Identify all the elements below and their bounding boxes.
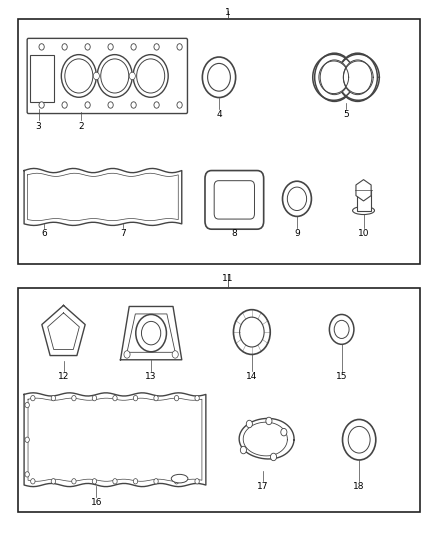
- Circle shape: [240, 446, 247, 454]
- Bar: [18, 288, 420, 512]
- Circle shape: [113, 479, 117, 484]
- Circle shape: [195, 395, 199, 401]
- Circle shape: [72, 479, 76, 484]
- Circle shape: [25, 472, 29, 477]
- Circle shape: [202, 57, 236, 98]
- Text: 11: 11: [222, 274, 233, 283]
- Circle shape: [65, 59, 93, 93]
- Text: 7: 7: [120, 229, 126, 238]
- Circle shape: [343, 60, 372, 95]
- Ellipse shape: [353, 207, 374, 215]
- Text: 5: 5: [343, 110, 349, 119]
- Circle shape: [283, 181, 311, 216]
- Circle shape: [133, 479, 138, 484]
- Circle shape: [314, 53, 354, 101]
- Circle shape: [93, 72, 99, 79]
- Circle shape: [61, 55, 96, 97]
- Circle shape: [270, 453, 276, 461]
- FancyBboxPatch shape: [214, 181, 254, 219]
- Circle shape: [154, 479, 158, 484]
- Text: 12: 12: [58, 372, 69, 381]
- Circle shape: [154, 102, 159, 108]
- Text: 1: 1: [225, 8, 231, 17]
- Circle shape: [51, 395, 56, 401]
- Circle shape: [195, 479, 199, 484]
- Circle shape: [174, 479, 179, 484]
- Circle shape: [266, 417, 272, 425]
- Circle shape: [177, 44, 182, 50]
- Circle shape: [329, 314, 354, 344]
- Circle shape: [62, 102, 67, 108]
- Circle shape: [108, 44, 113, 50]
- Text: 3: 3: [35, 122, 42, 131]
- Circle shape: [113, 395, 117, 401]
- Circle shape: [25, 437, 29, 442]
- Text: 15: 15: [336, 372, 347, 381]
- Text: 2: 2: [78, 122, 84, 131]
- Text: 10: 10: [358, 229, 369, 238]
- FancyBboxPatch shape: [27, 38, 187, 114]
- Circle shape: [92, 395, 97, 401]
- Circle shape: [208, 63, 230, 91]
- Circle shape: [85, 44, 90, 50]
- Circle shape: [39, 44, 44, 50]
- Ellipse shape: [171, 474, 188, 483]
- Circle shape: [133, 395, 138, 401]
- Bar: [30, 55, 54, 102]
- Circle shape: [131, 44, 136, 50]
- Bar: [357, 190, 371, 211]
- Text: 17: 17: [257, 482, 268, 491]
- Circle shape: [172, 351, 178, 358]
- Circle shape: [62, 44, 67, 50]
- Circle shape: [154, 44, 159, 50]
- Circle shape: [108, 102, 113, 108]
- Circle shape: [25, 402, 29, 408]
- Text: 8: 8: [231, 229, 237, 238]
- Circle shape: [51, 479, 56, 484]
- Circle shape: [72, 395, 76, 401]
- Bar: [18, 19, 420, 264]
- Circle shape: [129, 72, 135, 79]
- Circle shape: [338, 53, 378, 101]
- Circle shape: [174, 395, 179, 401]
- Text: 4: 4: [216, 110, 222, 119]
- FancyBboxPatch shape: [205, 171, 264, 229]
- Circle shape: [154, 395, 158, 401]
- Circle shape: [137, 59, 165, 93]
- Circle shape: [101, 59, 129, 93]
- Circle shape: [240, 317, 264, 347]
- Text: 14: 14: [246, 372, 258, 381]
- Circle shape: [133, 55, 168, 97]
- Circle shape: [97, 55, 132, 97]
- Circle shape: [85, 102, 90, 108]
- Circle shape: [31, 479, 35, 484]
- Circle shape: [177, 102, 182, 108]
- Text: 13: 13: [145, 372, 157, 381]
- Polygon shape: [356, 180, 371, 201]
- Circle shape: [348, 426, 370, 453]
- Text: 16: 16: [91, 498, 102, 507]
- Circle shape: [131, 102, 136, 108]
- Circle shape: [92, 479, 97, 484]
- Circle shape: [233, 310, 270, 354]
- Text: 6: 6: [41, 229, 47, 238]
- Circle shape: [343, 419, 376, 460]
- Circle shape: [31, 395, 35, 401]
- Circle shape: [136, 314, 166, 352]
- Circle shape: [141, 321, 161, 345]
- Circle shape: [246, 420, 252, 427]
- Circle shape: [320, 60, 349, 95]
- Text: 9: 9: [294, 229, 300, 238]
- Circle shape: [281, 429, 287, 436]
- Text: 18: 18: [353, 482, 365, 491]
- Circle shape: [334, 320, 349, 338]
- Circle shape: [124, 351, 130, 358]
- Circle shape: [39, 102, 44, 108]
- Circle shape: [287, 187, 307, 211]
